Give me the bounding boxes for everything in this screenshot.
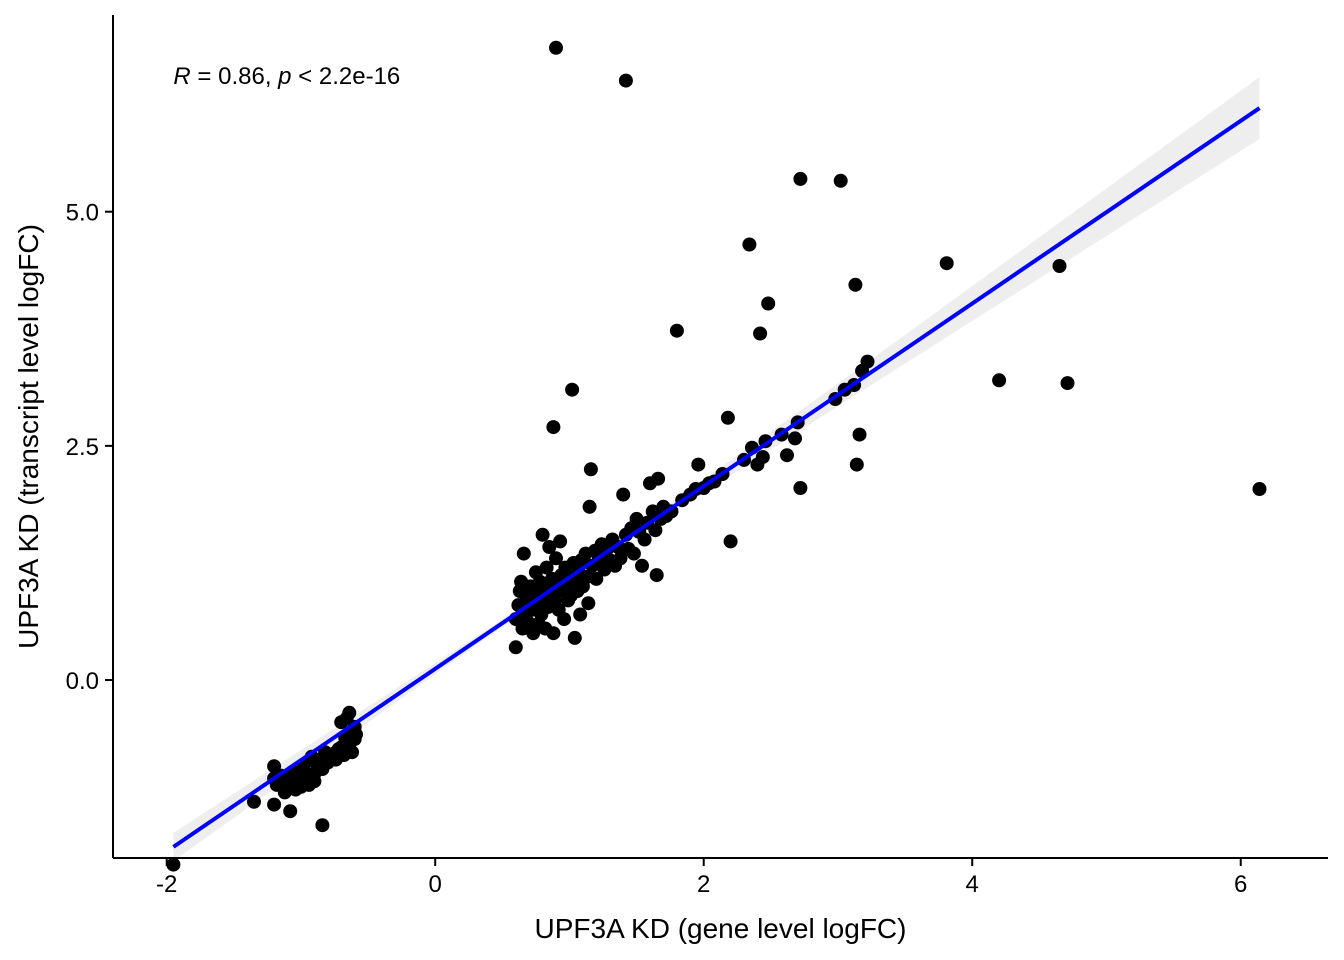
data-point — [852, 427, 867, 442]
data-point — [637, 532, 652, 547]
data-point — [539, 560, 554, 575]
data-point — [833, 173, 848, 188]
x-tick-label: 0 — [429, 871, 442, 898]
data-point — [649, 568, 664, 583]
data-point — [349, 727, 363, 742]
data-point — [648, 523, 663, 538]
data-point — [849, 457, 864, 472]
data-point — [793, 481, 808, 495]
data-point — [780, 448, 794, 463]
data-point — [629, 511, 644, 526]
confidence-band-layer — [173, 77, 1260, 861]
data-point — [669, 323, 684, 338]
data-point — [565, 382, 580, 397]
x-tick-label: 4 — [966, 871, 979, 898]
data-point — [613, 551, 628, 566]
x-axis-title: UPF3A KD (gene level logFC) — [535, 913, 907, 944]
data-point — [553, 534, 568, 549]
confidence-band — [173, 77, 1260, 861]
data-point — [546, 626, 561, 641]
axes-layer: -2 0 2 4 6 0.0 2.5 5.0 — [66, 15, 1328, 898]
data-point — [793, 171, 808, 186]
data-point — [761, 296, 776, 311]
correlation-annotation: R = 0.86, p < 2.2e-16 — [173, 63, 400, 90]
data-point — [691, 457, 706, 472]
data-point — [755, 450, 770, 465]
data-point — [247, 794, 261, 809]
x-tick-label: 6 — [1234, 871, 1247, 898]
data-point — [546, 420, 561, 435]
data-point — [581, 596, 596, 611]
data-point — [635, 558, 649, 573]
data-point — [626, 546, 641, 561]
data-point — [283, 804, 298, 819]
data-point — [508, 640, 523, 655]
data-point — [651, 471, 666, 486]
y-axis-title: UPF3A KD (transcript level logFC) — [13, 224, 44, 649]
data-point — [573, 607, 588, 622]
data-point — [516, 546, 531, 561]
data-point — [992, 373, 1007, 388]
data-point — [567, 630, 582, 645]
data-point — [166, 857, 181, 872]
data-point — [582, 499, 597, 514]
p-symbol: p — [277, 63, 291, 90]
data-point — [542, 540, 557, 554]
data-point — [549, 551, 563, 566]
regression-line — [172, 106, 1261, 849]
y-tick-label: 2.5 — [66, 434, 99, 461]
data-point — [549, 40, 563, 55]
data-point — [1060, 376, 1075, 391]
data-point — [307, 774, 322, 789]
data-point — [1252, 482, 1267, 496]
data-point — [860, 354, 875, 369]
data-point — [589, 571, 604, 586]
data-point — [788, 431, 802, 446]
data-point — [742, 237, 757, 252]
x-tick-label: 2 — [697, 871, 710, 898]
r-value: = 0.86, — [191, 63, 278, 90]
data-point — [616, 487, 631, 502]
data-point — [618, 73, 633, 88]
y-tick-label: 0.0 — [66, 668, 99, 695]
y-tick-label: 5.0 — [66, 200, 99, 227]
data-point — [557, 612, 572, 627]
data-point — [848, 277, 863, 292]
data-point — [345, 745, 359, 760]
data-point — [520, 615, 535, 629]
fit-line-layer — [172, 106, 1261, 849]
data-point — [939, 256, 954, 271]
data-point — [753, 326, 768, 341]
data-point — [1052, 259, 1067, 273]
p-value: < 2.2e-16 — [292, 63, 401, 90]
data-point — [267, 797, 282, 812]
data-point — [583, 462, 598, 477]
data-point — [535, 527, 550, 542]
data-point — [723, 534, 738, 549]
r-symbol: R — [173, 63, 190, 90]
data-point — [315, 818, 330, 833]
data-point — [342, 705, 357, 720]
x-tick-label: -2 — [156, 871, 177, 898]
data-point — [720, 410, 735, 425]
